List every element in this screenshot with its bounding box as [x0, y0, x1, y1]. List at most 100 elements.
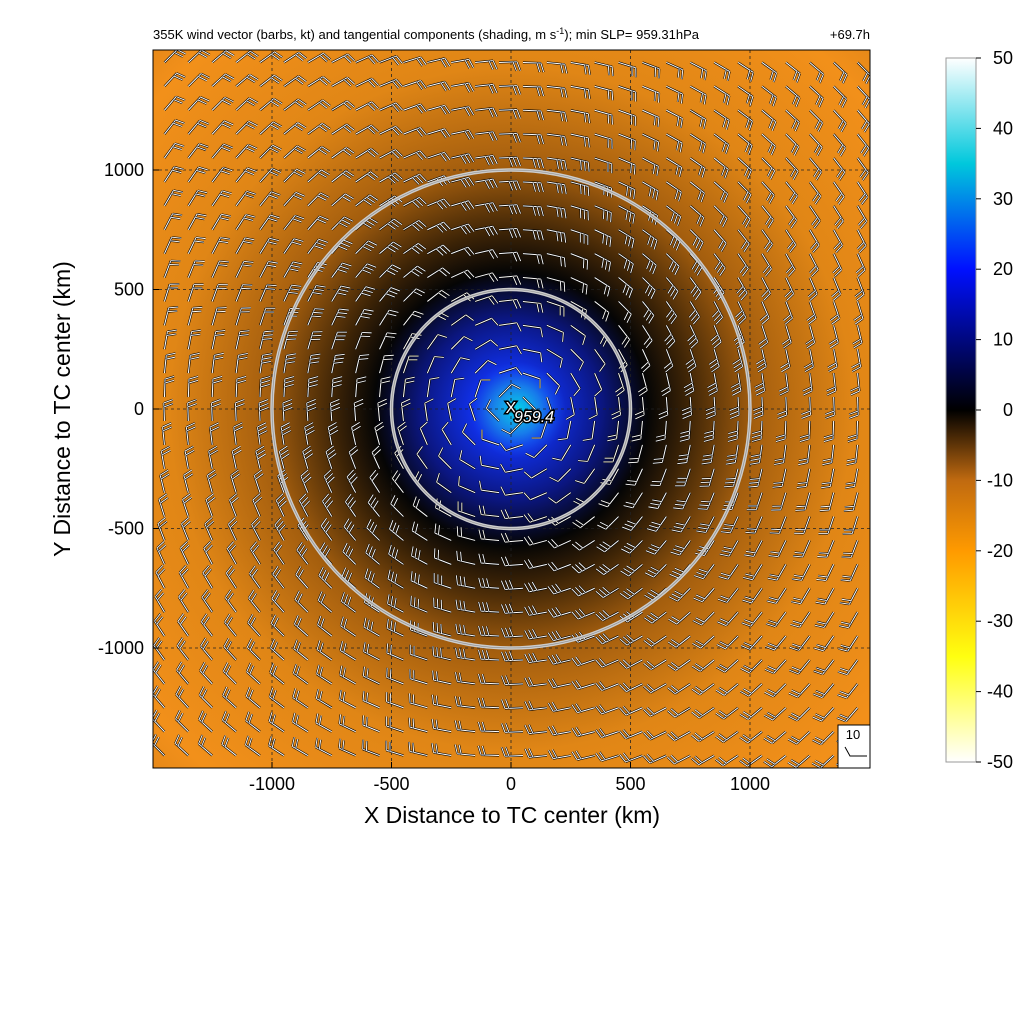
wind-barb — [457, 501, 476, 518]
wind-barb — [211, 306, 227, 326]
wind-barb — [690, 754, 715, 766]
wind-barb — [523, 628, 548, 640]
wind-barb — [617, 300, 633, 324]
wind-barb — [689, 157, 706, 178]
wind-barb — [805, 325, 816, 349]
wind-barb — [292, 663, 309, 685]
wind-barb — [354, 262, 377, 279]
range-circle-edge — [271, 169, 751, 649]
wind-barb — [456, 526, 476, 542]
wind-barb — [468, 397, 478, 422]
wind-barb — [256, 421, 268, 446]
wind-barb — [339, 641, 357, 661]
wind-barb — [403, 56, 427, 67]
colorbar-ramp — [945, 57, 977, 763]
wind-barb — [155, 564, 166, 589]
wind-barb — [457, 476, 476, 494]
wind-barb — [523, 581, 548, 593]
wind-barb — [235, 97, 259, 112]
wind-barb — [663, 348, 674, 373]
wind-barb — [788, 683, 811, 699]
wind-barb — [211, 50, 235, 64]
wind-barb — [154, 588, 166, 613]
wind-barb — [718, 563, 739, 581]
wind-barb — [815, 587, 835, 605]
wind-barb — [234, 398, 245, 421]
wind-barb — [641, 324, 654, 349]
wind-barb — [498, 251, 522, 262]
wind-barb — [631, 420, 644, 443]
wind-barb — [446, 397, 457, 422]
wind-barb — [660, 372, 672, 397]
wind-barb — [400, 398, 411, 422]
wind-barb — [344, 493, 357, 518]
wind-barb — [758, 325, 769, 349]
wind-barb — [594, 276, 611, 297]
wind-barb — [650, 468, 668, 487]
wind-barb — [737, 181, 752, 204]
wind-barb — [330, 353, 345, 374]
wind-barb — [305, 398, 317, 422]
wind-barb — [643, 611, 668, 624]
wind-barb — [570, 133, 591, 148]
wind-barb — [435, 472, 452, 494]
wind-barb — [641, 252, 658, 275]
wind-barb — [570, 85, 591, 100]
wind-barb — [719, 539, 740, 558]
wind-barb — [802, 373, 813, 396]
wind-barb — [754, 372, 766, 397]
wind-barb — [594, 657, 619, 669]
wind-barb — [433, 573, 452, 590]
wind-barb — [177, 613, 190, 637]
wind-barb — [751, 420, 764, 443]
wind-barb — [354, 331, 372, 350]
wind-barb — [355, 124, 380, 136]
wind-barb — [832, 109, 847, 133]
wind-barb — [355, 77, 380, 88]
wind-barb — [477, 529, 500, 542]
wind-barb — [784, 205, 798, 229]
wind-barb — [499, 132, 522, 143]
wind-barb — [705, 396, 717, 420]
wind-barb — [767, 563, 787, 582]
wind-barb — [161, 422, 173, 445]
wind-barb — [163, 236, 182, 255]
wind-barb — [461, 423, 476, 446]
wind-barb — [259, 121, 283, 135]
wind-barb — [258, 398, 269, 422]
wind-barb — [787, 754, 811, 768]
wind-barb — [570, 276, 589, 295]
wind-barb — [500, 509, 524, 520]
wind-barb — [249, 541, 261, 565]
wind-barb — [282, 330, 299, 350]
wind-barb — [594, 61, 614, 77]
wind-barb — [749, 444, 764, 466]
wind-barb — [259, 144, 282, 159]
wind-barb — [307, 75, 332, 88]
wind-barb — [746, 492, 763, 511]
wind-barb — [598, 491, 620, 508]
wind-barb — [298, 493, 311, 518]
wind-barb — [474, 225, 499, 237]
wind-barb — [594, 704, 619, 715]
wind-barb — [224, 589, 238, 613]
wind-barb — [683, 372, 695, 397]
wind-barb — [644, 563, 668, 578]
wind-barb — [451, 129, 475, 140]
wind-barb — [734, 300, 747, 326]
wind-barb — [523, 558, 548, 570]
wind-barb — [696, 516, 716, 534]
wind-barb — [176, 637, 190, 661]
wind-barb — [593, 372, 603, 397]
wind-barb — [410, 571, 428, 590]
wind-barb — [692, 635, 715, 649]
wind-barb — [522, 156, 545, 169]
wind-barb — [811, 730, 835, 746]
wind-barb — [235, 329, 250, 350]
wind-barb — [403, 126, 428, 137]
colorbar: 50 40 30 20 10 0 -10 -20 -30 -40 -50 — [945, 48, 1013, 772]
wind-barb — [291, 736, 309, 757]
wind-barb — [546, 180, 568, 195]
wind-barb — [408, 669, 428, 685]
wind-barb — [525, 444, 548, 459]
